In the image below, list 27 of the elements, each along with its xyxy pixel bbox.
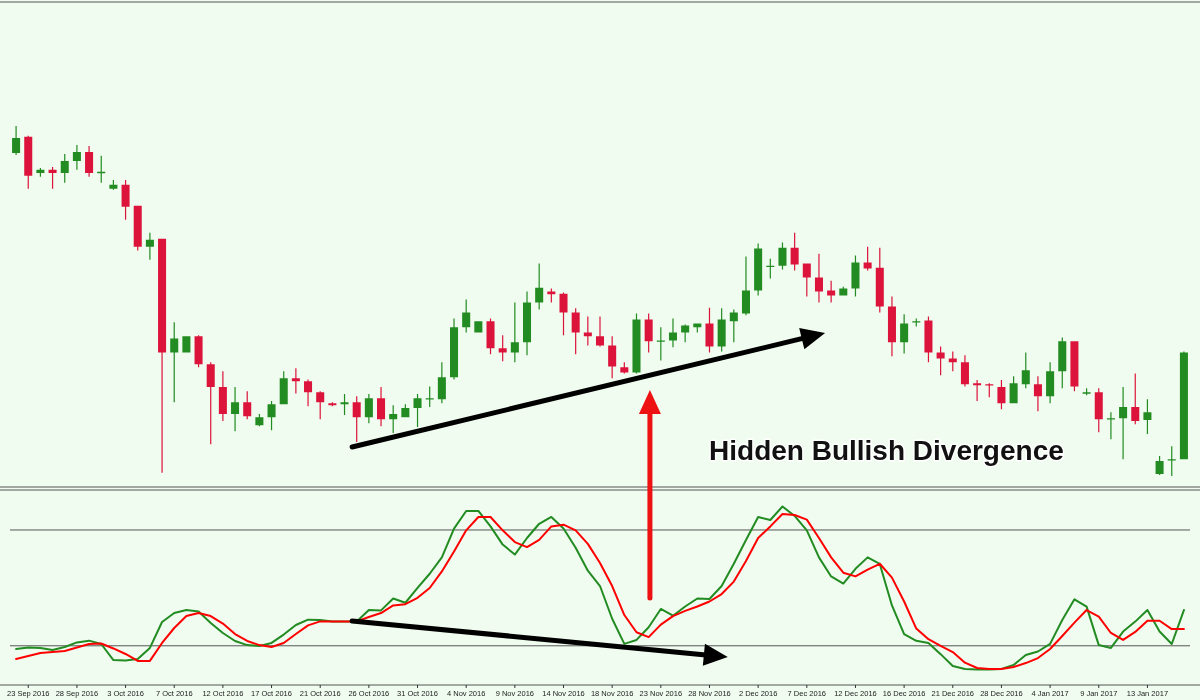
candlestick (1106, 412, 1115, 440)
candlestick (912, 318, 921, 327)
candlestick (425, 386, 434, 408)
candlestick (474, 321, 483, 333)
candlestick (12, 126, 21, 156)
candlestick (72, 144, 81, 170)
candlestick (693, 323, 702, 333)
candlestick (1167, 446, 1176, 476)
candlestick (559, 292, 568, 336)
candlestick (1033, 376, 1042, 412)
candlestick (960, 355, 969, 387)
candlestick (85, 145, 94, 177)
candlestick (1082, 388, 1091, 396)
candlestick (668, 318, 677, 348)
candlestick (632, 313, 641, 374)
candlestick (985, 383, 994, 398)
candlestick (741, 256, 750, 316)
candlestick (377, 387, 386, 427)
annotation: Hidden Bullish Divergence (709, 435, 1064, 466)
candlestick (595, 316, 605, 347)
candlestick (231, 387, 240, 432)
candlestick (304, 379, 313, 407)
candlestick (158, 238, 167, 473)
candlestick (523, 291, 532, 356)
candlestick (887, 296, 896, 357)
candlestick (814, 253, 823, 303)
candlestick (1119, 387, 1128, 460)
